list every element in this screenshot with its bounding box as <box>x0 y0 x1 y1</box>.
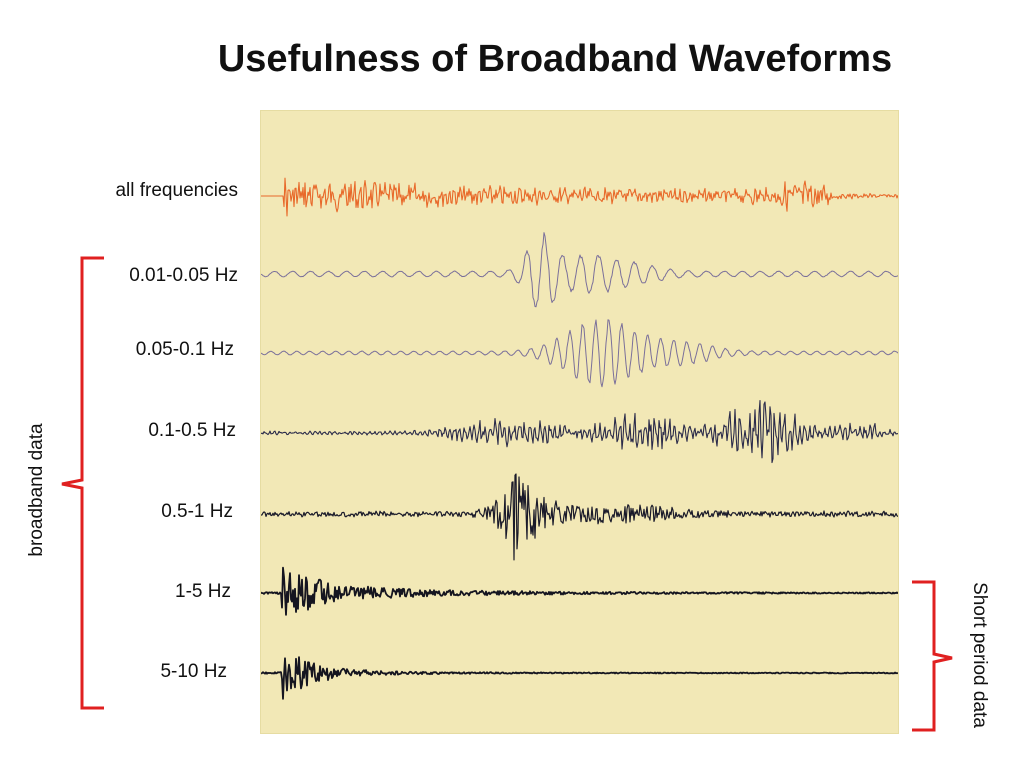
trace-label-1-5hz: 1-5 Hz <box>175 581 231 602</box>
trace-label-5-10hz: 5-10 Hz <box>160 661 227 682</box>
slide-title: Usefulness of Broadband Waveforms <box>217 38 893 80</box>
waveform-panel <box>260 110 899 734</box>
waveform-trace-0 <box>261 177 898 217</box>
waveform-trace-4 <box>261 473 898 561</box>
trace-label-0.05-0.1hz: 0.05-0.1 Hz <box>135 339 234 360</box>
waveform-trace-2 <box>261 319 898 388</box>
waveform-trace-5 <box>261 566 898 616</box>
short-period-data-label: Short period data <box>969 582 990 728</box>
waveform-trace-6 <box>261 656 898 700</box>
short-period-bracket <box>912 580 953 732</box>
trace-label-all-frequencies: all frequencies <box>115 180 238 201</box>
broadband-bracket <box>61 256 104 710</box>
waveform-trace-1 <box>261 232 898 308</box>
trace-label-0.5-1hz: 0.5-1 Hz <box>161 501 233 522</box>
waveform-plot <box>261 177 898 700</box>
trace-label-0.01-0.05hz: 0.01-0.05 Hz <box>129 265 238 286</box>
broadband-data-label: broadband data <box>26 423 47 557</box>
waveform-trace-3 <box>261 400 898 464</box>
trace-label-0.1-0.5hz: 0.1-0.5 Hz <box>148 420 236 441</box>
